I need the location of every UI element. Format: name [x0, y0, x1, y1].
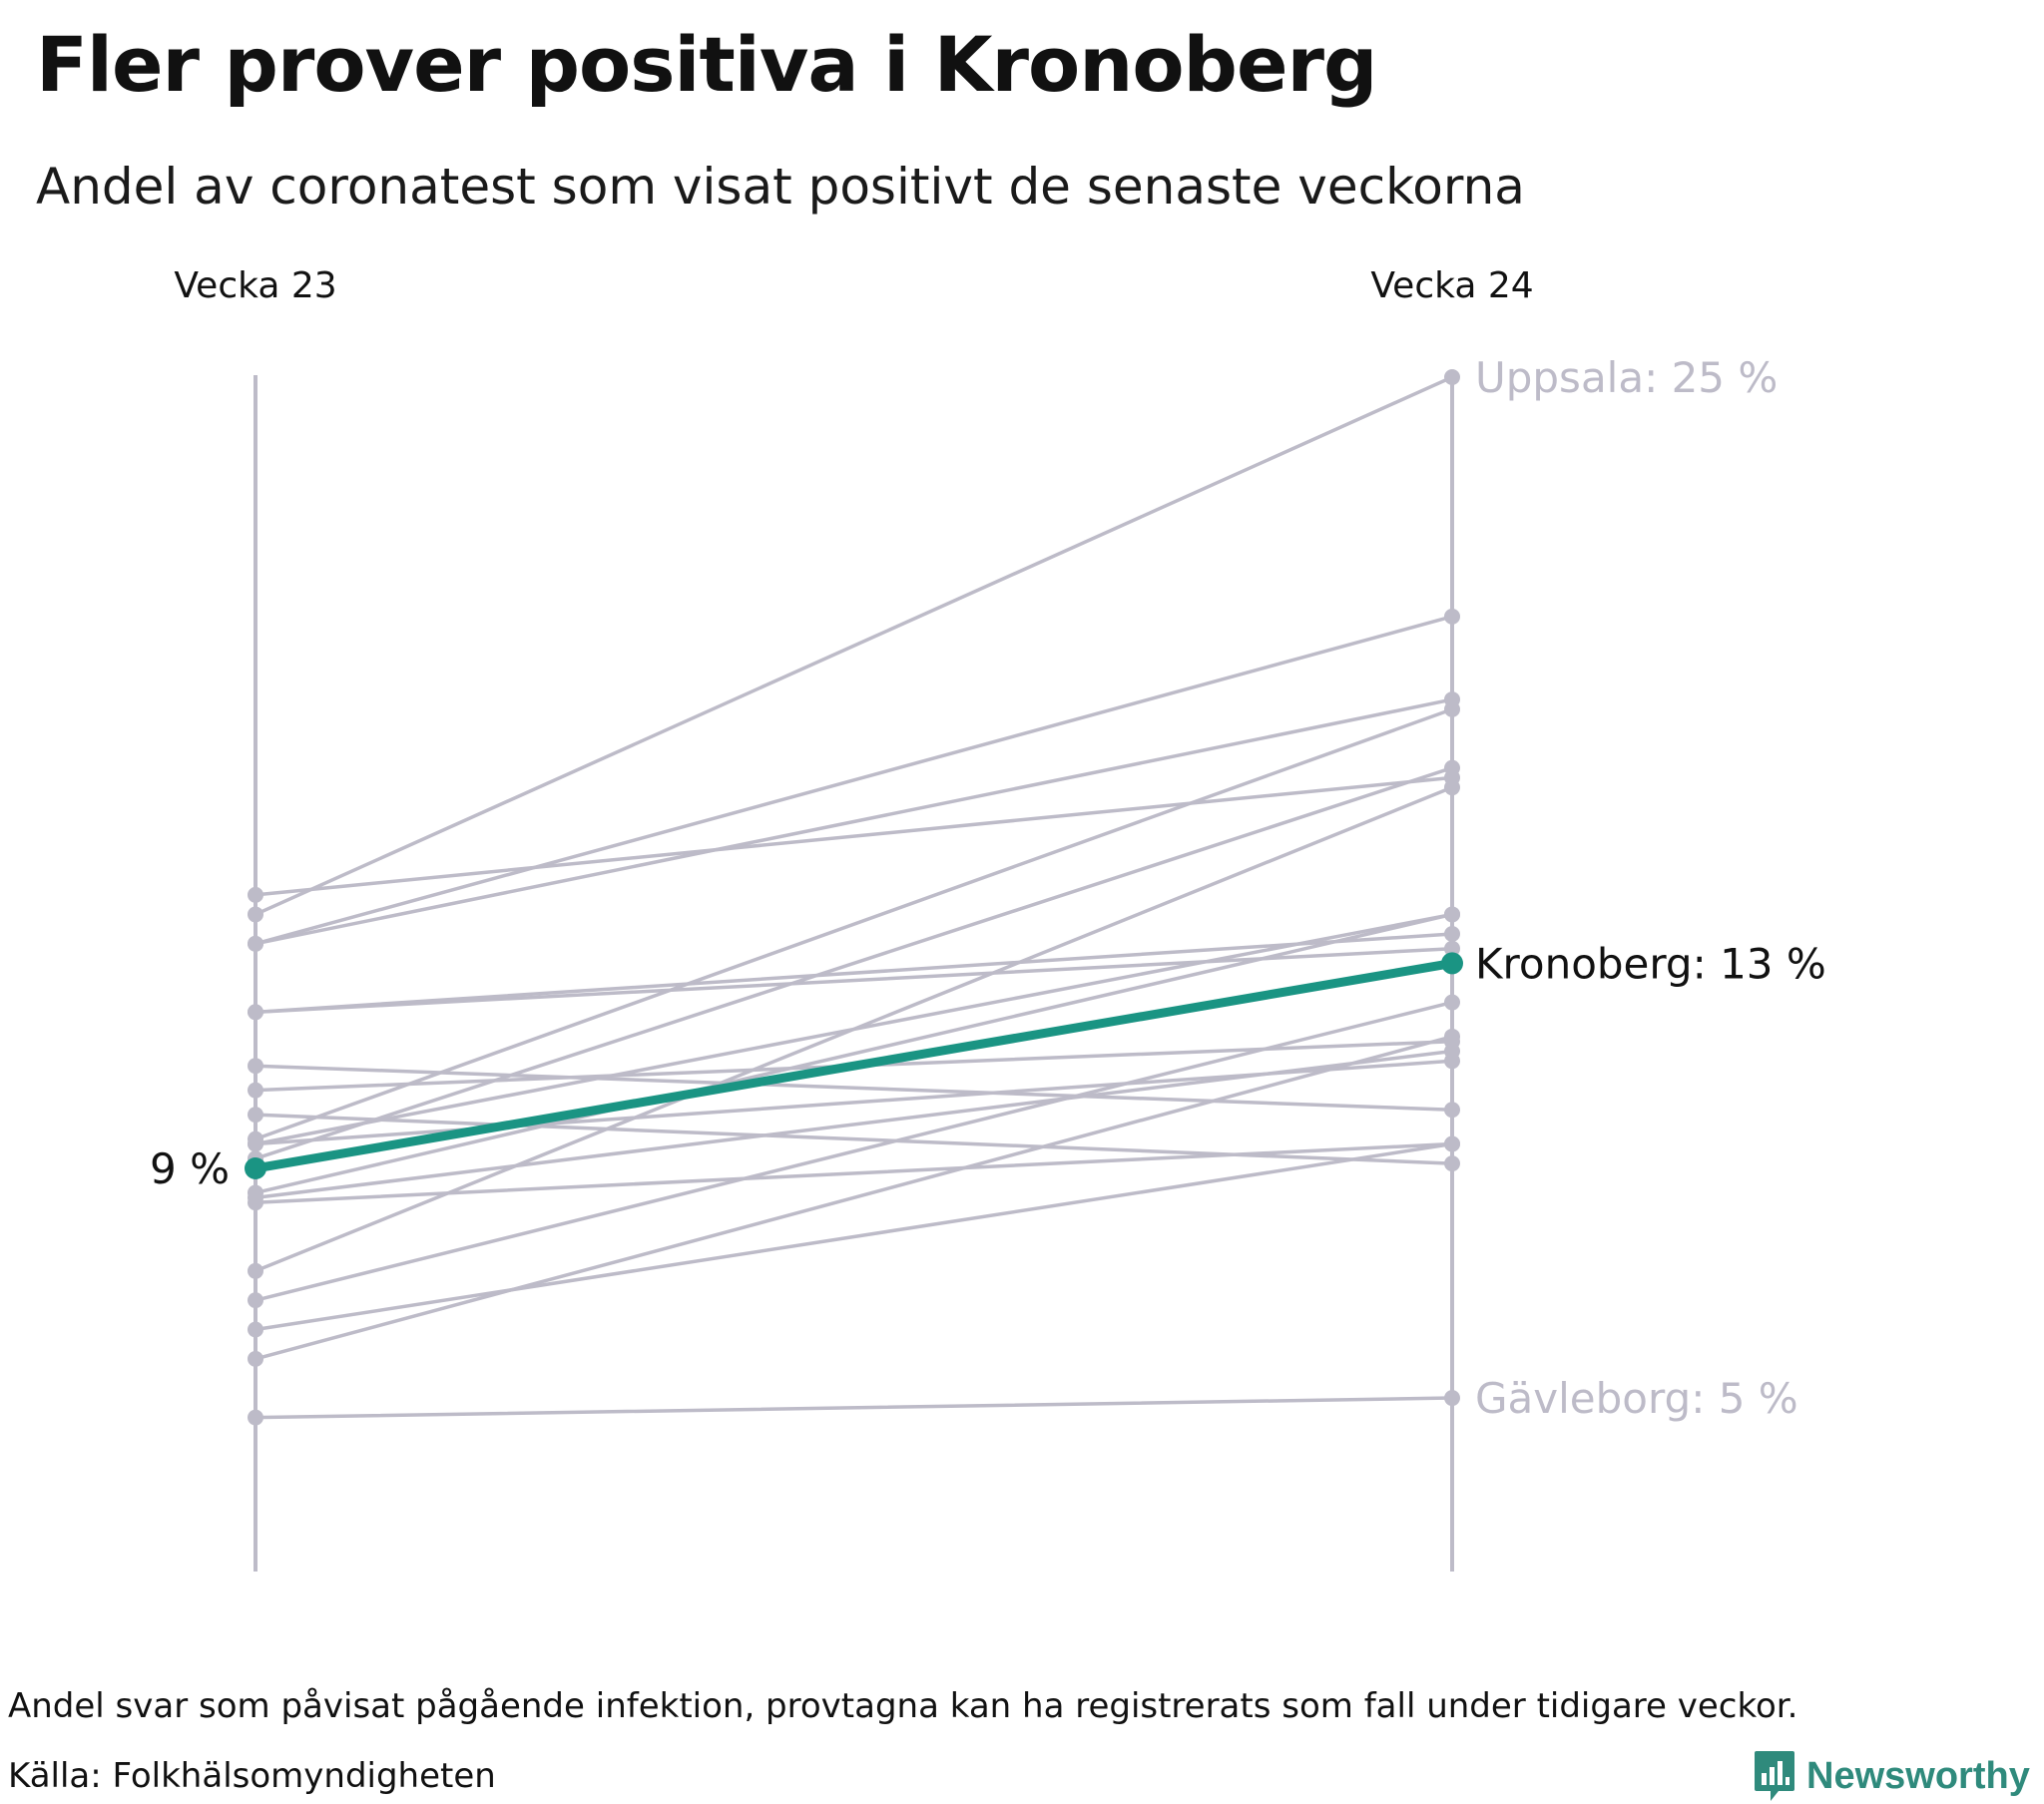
point-region-p-week-23	[248, 1350, 263, 1367]
series-line-kronoberg	[251, 958, 1457, 1173]
newsworthy-logo-icon	[1755, 1751, 1794, 1801]
series-line-region-a	[254, 615, 1454, 946]
point-region-q-week-24	[1444, 906, 1460, 923]
point-region-h-week-23	[248, 1107, 263, 1124]
series-region-i	[248, 700, 1460, 1147]
point-region-a-week-24	[1444, 608, 1460, 625]
point-region-g-week-23	[248, 1082, 263, 1099]
series-region-a	[248, 608, 1460, 952]
series-line-uppsala	[254, 375, 1454, 917]
slope-chart: Vecka 23 Vecka 24 Uppsala: 25 % Gävleborg…	[150, 265, 1826, 1572]
point-region-d-week-24	[1444, 940, 1460, 957]
series-region-p	[248, 1028, 1460, 1367]
series-line-region-e	[254, 932, 1454, 1015]
point-region-h-week-24	[1444, 1155, 1460, 1172]
series-region-o	[248, 1135, 1460, 1338]
series-line-region-o	[254, 1141, 1454, 1332]
point-region-f-week-23	[248, 1058, 263, 1075]
point-region-j-week-24	[1444, 759, 1460, 776]
point-gävleborg-week-24	[1444, 1390, 1460, 1407]
point-uppsala-week-24	[1444, 369, 1460, 385]
chart-subtitle: Andel av coronatest som visat positivt d…	[36, 158, 1525, 216]
series-line-region-d	[254, 946, 1454, 1015]
point-region-s-week-24	[1444, 1053, 1460, 1070]
point-region-i-week-24	[1444, 700, 1460, 717]
point-kronoberg-week-23	[245, 1156, 266, 1179]
point-region-e-week-23	[248, 1004, 263, 1021]
series-line-region-i	[254, 707, 1454, 1141]
series-line-region-j	[254, 765, 1454, 1160]
point-uppsala-week-23	[248, 906, 263, 923]
footnote: Andel svar som påvisat pågående infektio…	[8, 1686, 1798, 1726]
series-region-d	[248, 940, 1460, 1021]
series-line-gävleborg	[254, 1396, 1454, 1420]
end-label-uppsala: Uppsala: 25 %	[1475, 353, 1778, 402]
point-kronoberg-week-24	[1441, 952, 1463, 975]
series-gävleborg	[248, 1390, 1460, 1426]
series-line-region-l	[254, 1141, 1454, 1205]
series-line-region-k	[254, 912, 1454, 1195]
series-line-region-b	[254, 697, 1454, 946]
point-region-s-week-23	[248, 1135, 263, 1152]
chart-title: Fler prover positiva i Kronoberg	[36, 20, 1377, 109]
point-region-m-week-24	[1444, 779, 1460, 796]
series-region-n	[248, 994, 1460, 1309]
series-uppsala	[248, 369, 1460, 923]
point-region-m-week-23	[248, 1262, 263, 1279]
end-label-gävleborg: Gävleborg: 5 %	[1475, 1374, 1798, 1423]
series-region-e	[248, 926, 1460, 1021]
start-label-kronoberg: 9 %	[150, 1144, 230, 1193]
point-region-o-week-24	[1444, 1135, 1460, 1152]
point-region-c-week-23	[248, 886, 263, 903]
axis-label-week-24: Vecka 24	[1370, 265, 1533, 306]
point-region-n-week-23	[248, 1292, 263, 1309]
source-note: Källa: Folkhälsomyndigheten	[8, 1756, 496, 1796]
series-region-q	[248, 906, 1460, 1152]
point-region-r-week-23	[248, 1189, 263, 1206]
series-region-b	[248, 691, 1460, 952]
point-region-o-week-23	[248, 1321, 263, 1338]
series-line-region-q	[254, 912, 1454, 1146]
series-kronoberg	[245, 952, 1463, 1179]
point-region-f-week-24	[1444, 1102, 1460, 1119]
series-line-region-c	[254, 775, 1454, 897]
point-region-b-week-23	[248, 935, 263, 952]
brand-logo: Newsworthy	[1753, 1748, 2030, 1804]
axis-label-week-23: Vecka 23	[174, 265, 336, 306]
point-region-p-week-24	[1444, 1028, 1460, 1045]
series-line-region-n	[254, 1000, 1454, 1302]
series-line-region-p	[254, 1035, 1454, 1361]
brand-name: Newsworthy	[1806, 1754, 2030, 1797]
point-region-n-week-24	[1444, 994, 1460, 1011]
series-line-region-f	[254, 1064, 1454, 1112]
series-region-f	[248, 1058, 1460, 1119]
point-gävleborg-week-23	[248, 1409, 263, 1426]
point-region-e-week-24	[1444, 926, 1460, 943]
end-label-kronoberg: Kronoberg: 13 %	[1475, 939, 1826, 988]
